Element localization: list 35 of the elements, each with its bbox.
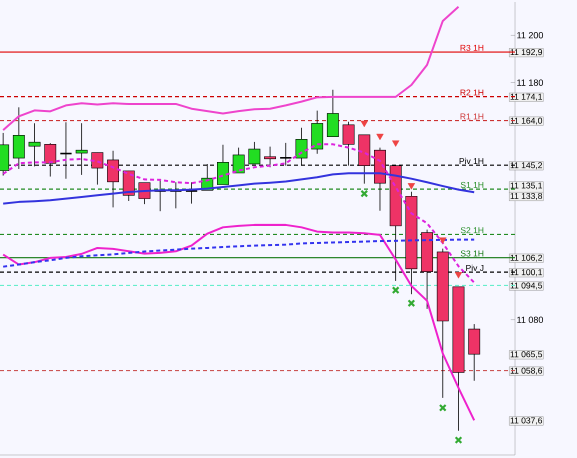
point (408, 183, 416, 190)
ref-line-label: Piv 1H (460, 158, 484, 164)
point (392, 286, 400, 294)
ref-line-label: S1 1H (460, 182, 484, 188)
point (376, 134, 384, 140)
candlestick (217, 144, 229, 186)
y-tick-label: 11 145,2 (510, 162, 542, 170)
candlestick (326, 89, 339, 138)
ref-line-label: S2 1H (460, 227, 484, 234)
ref-line-label: R1 1H (460, 114, 484, 120)
y-tick-label: 11 065,5 (510, 351, 542, 358)
ref-line-label: R3 1H (460, 44, 484, 51)
point (439, 237, 446, 244)
ref-line-label: S3 1H (460, 250, 484, 256)
y-tick-label: 11 080 (517, 316, 544, 323)
point (360, 120, 368, 128)
point (438, 404, 447, 412)
y-tick-label: 11 135,1 (510, 182, 542, 190)
point (454, 436, 462, 444)
point (407, 299, 416, 308)
ref-line-label: R2 1H (460, 90, 484, 96)
candlestick (12, 106, 25, 170)
candlestick (185, 182, 198, 204)
y-tick-label: 11 200 (517, 32, 544, 38)
y-tick-label: 11 133,8 (510, 192, 542, 200)
candlestick (154, 178, 167, 212)
point (392, 140, 400, 147)
candlestick (264, 146, 276, 168)
candlestick (169, 182, 182, 209)
y-tick-label: 11 106,2 (510, 254, 542, 262)
y-tick-label: 11 037,6 (510, 417, 542, 424)
y-tick-label: 11 180 (517, 79, 544, 86)
point (454, 272, 462, 278)
ref-line-label: Piv J (466, 264, 484, 271)
point (360, 190, 368, 198)
